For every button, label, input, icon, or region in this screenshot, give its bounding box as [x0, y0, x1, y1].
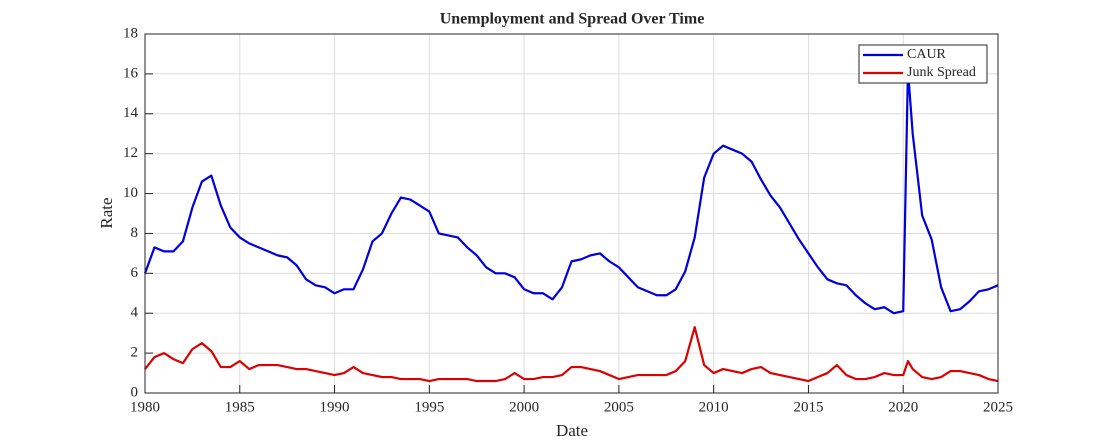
- series-line: [143, 68, 999, 315]
- x-tick-label: 2000: [509, 399, 539, 415]
- x-tick-label: 2010: [699, 399, 729, 415]
- series-line: [144, 326, 999, 383]
- x-tick-label: 2025: [983, 399, 1013, 415]
- x-tick-label: 2020: [888, 399, 918, 415]
- y-tick-label: 14: [123, 105, 139, 121]
- line-layer: [143, 68, 999, 383]
- x-axis-label: Date: [556, 421, 588, 440]
- plot-frame: [144, 33, 999, 394]
- y-tick-label: 4: [131, 305, 139, 321]
- legend-box: [858, 44, 988, 84]
- y-tick-label: 0: [131, 384, 139, 400]
- y-tick-label: 18: [123, 25, 138, 41]
- x-tick-label: 2005: [604, 399, 634, 415]
- legend: CAUR Junk Spread: [858, 44, 988, 84]
- legend-label: Junk Spread: [907, 65, 976, 80]
- y-tick-label: 16: [123, 65, 139, 81]
- legend-label: CAUR: [907, 47, 947, 62]
- x-tick-label: 2015: [793, 399, 823, 415]
- x-tick-label: 1990: [320, 399, 350, 415]
- x-tick-label: 1985: [225, 399, 255, 415]
- y-tick-label: 8: [131, 225, 139, 241]
- y-tick-label: 6: [131, 265, 139, 281]
- y-axis-label: Rate: [97, 197, 116, 228]
- y-tick-label: 2: [131, 345, 139, 361]
- y-tick-label: 12: [123, 145, 138, 161]
- y-tick-label: 10: [123, 185, 138, 201]
- chart-title: Unemployment and Spread Over Time: [440, 11, 705, 28]
- x-tick-label: 1980: [130, 399, 160, 415]
- x-tick-label: 1995: [414, 399, 444, 415]
